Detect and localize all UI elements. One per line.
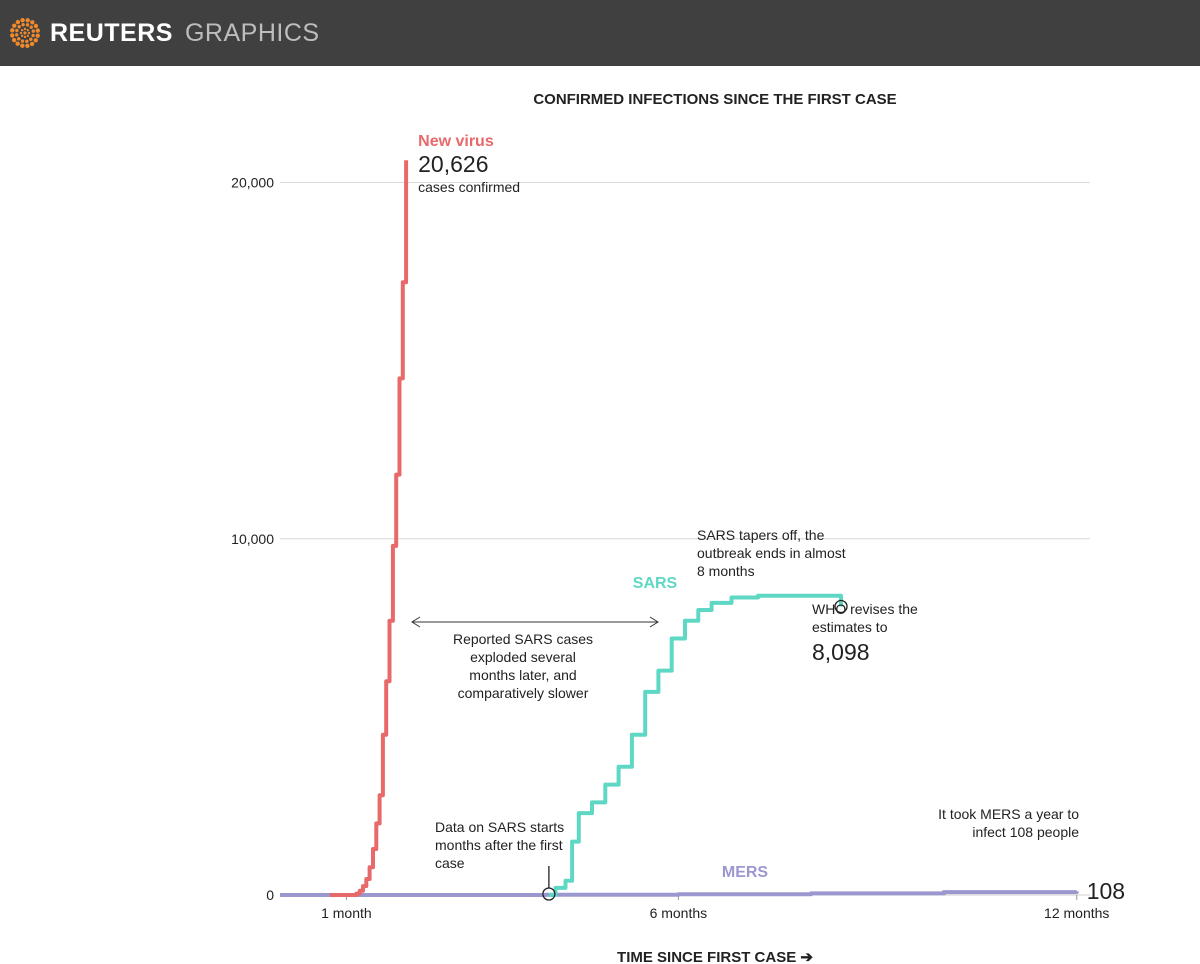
x-tick-label: 12 months bbox=[1044, 905, 1109, 921]
new-virus-total-caption: cases confirmed bbox=[418, 179, 520, 195]
annotation-exploded: comparatively slower bbox=[458, 685, 589, 701]
span-arrow-right-head bbox=[649, 616, 659, 628]
annotation-data-start: Data on SARS starts bbox=[435, 819, 564, 835]
annotation-tapers: 8 months bbox=[697, 563, 755, 579]
annotation-mers: infect 108 people bbox=[972, 824, 1079, 840]
logo-dot bbox=[19, 31, 23, 35]
data-start-marker bbox=[542, 887, 556, 901]
logo-dot bbox=[30, 20, 35, 25]
annotation-mers: It took MERS a year to bbox=[938, 806, 1079, 822]
logo-dot bbox=[26, 34, 30, 38]
logo-dot bbox=[21, 23, 25, 27]
logo-dot bbox=[20, 34, 24, 38]
logo-dot bbox=[29, 37, 33, 41]
logo-dot bbox=[23, 35, 27, 39]
logo-dot bbox=[27, 31, 31, 35]
x-tick-label: 1 month bbox=[321, 905, 372, 921]
logo-dot bbox=[35, 28, 40, 33]
annotation-data-start: case bbox=[435, 855, 465, 871]
brand-sub: GRAPHICS bbox=[184, 18, 320, 47]
logo-dot bbox=[20, 39, 25, 43]
logo-dot bbox=[15, 41, 20, 46]
logo-dot bbox=[10, 33, 15, 38]
logo-dot bbox=[25, 43, 30, 48]
logo-dot bbox=[23, 27, 27, 31]
header-bar: REUTERS GRAPHICS bbox=[0, 0, 1200, 66]
logo-dot bbox=[17, 25, 21, 29]
logo-dot bbox=[25, 18, 30, 23]
logo-dot bbox=[25, 39, 29, 43]
mers-total-value: 108 bbox=[1087, 878, 1125, 904]
logo-dot bbox=[35, 33, 40, 38]
logo-dot bbox=[15, 33, 19, 37]
logo-dot bbox=[15, 28, 19, 33]
logo-dot bbox=[17, 37, 21, 41]
logo-dot bbox=[31, 29, 35, 33]
logo-dot bbox=[11, 37, 17, 43]
logo-dot bbox=[26, 28, 30, 32]
who-revision-marker bbox=[834, 599, 848, 614]
logo-dot bbox=[29, 41, 35, 47]
logo-dot bbox=[31, 33, 35, 38]
brand-name: REUTERS bbox=[50, 18, 173, 47]
annotation-exploded: Reported SARS cases bbox=[453, 631, 593, 647]
annotation-tapers: outbreak ends in almost bbox=[697, 545, 846, 561]
series-line-new-virus bbox=[329, 160, 409, 897]
x-axis-title: TIME SINCE FIRST CASE ➔ bbox=[617, 949, 813, 964]
reuters-dot-ring-icon bbox=[10, 18, 40, 48]
span-arrow-left-head bbox=[411, 616, 421, 628]
logo-dot bbox=[20, 28, 24, 32]
y-tick-label: 10,000 bbox=[231, 531, 274, 547]
series-label-sars: SARS bbox=[633, 575, 678, 592]
logo-dot bbox=[29, 25, 33, 29]
logo-dot bbox=[15, 19, 21, 25]
logo-dot bbox=[23, 31, 27, 35]
series-label-mers: MERS bbox=[722, 864, 769, 881]
brand-logo[interactable]: REUTERS GRAPHICS bbox=[10, 13, 320, 53]
y-tick-label: 0 bbox=[266, 887, 274, 903]
new-virus-total-value: 20,626 bbox=[418, 151, 488, 177]
series-label-new-virus: New virus bbox=[418, 133, 494, 150]
x-tick-label: 6 months bbox=[650, 905, 708, 921]
annotation-who: WHO revises the bbox=[812, 601, 918, 617]
infections-chart: CONFIRMED INFECTIONS SINCE THE FIRST CAS… bbox=[231, 91, 1125, 964]
logo-dot bbox=[20, 18, 25, 23]
annotation-data-start: months after the first bbox=[435, 837, 563, 853]
series-line-sars bbox=[548, 593, 843, 897]
logo-dot bbox=[10, 28, 15, 33]
logo-dot bbox=[20, 43, 25, 48]
who-revised-value: 8,098 bbox=[812, 639, 870, 665]
logo-dot bbox=[12, 23, 17, 28]
annotation-tapers: SARS tapers off, the bbox=[697, 527, 825, 543]
logo-dot bbox=[33, 38, 38, 43]
annotation-exploded: exploded several bbox=[470, 649, 576, 665]
chart-title: CONFIRMED INFECTIONS SINCE THE FIRST CAS… bbox=[533, 91, 896, 108]
annotation-exploded: months later, and bbox=[469, 667, 576, 683]
logo-dot bbox=[25, 23, 30, 27]
series-line-mers bbox=[280, 890, 1079, 897]
annotation-who: estimates to bbox=[812, 619, 888, 635]
logo-dot bbox=[33, 23, 39, 29]
y-tick-label: 20,000 bbox=[231, 175, 274, 191]
